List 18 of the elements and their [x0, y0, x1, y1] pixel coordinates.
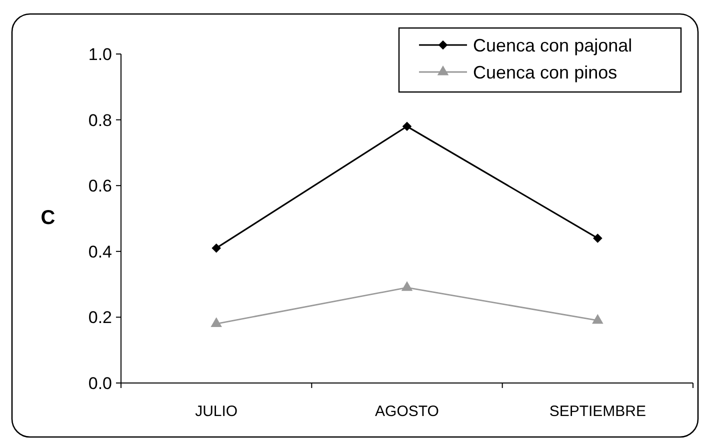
y-tick-label: 0.2: [88, 308, 112, 328]
point: [593, 234, 602, 243]
point: [210, 317, 222, 328]
legend-label: Cuenca con pinos: [473, 62, 618, 82]
point: [401, 281, 413, 291]
x-tick-label: SEPTIEMBRE: [549, 403, 646, 420]
point: [402, 122, 412, 132]
y-axis-title: C: [40, 207, 56, 229]
y-tick-label: 0.0: [88, 374, 112, 393]
y-tick-label: 1.0: [88, 44, 112, 64]
x-tick-label: AGOSTO: [375, 403, 439, 420]
y-tick-label: 0.6: [88, 176, 112, 196]
legend-label: Cuenca con pajonal: [473, 35, 632, 56]
x-tick-label: JULIO: [195, 403, 238, 420]
y-tick-label: 0.4: [88, 242, 112, 262]
y-tick-label: 0.8: [88, 110, 112, 130]
point: [592, 314, 604, 324]
point: [212, 243, 221, 253]
